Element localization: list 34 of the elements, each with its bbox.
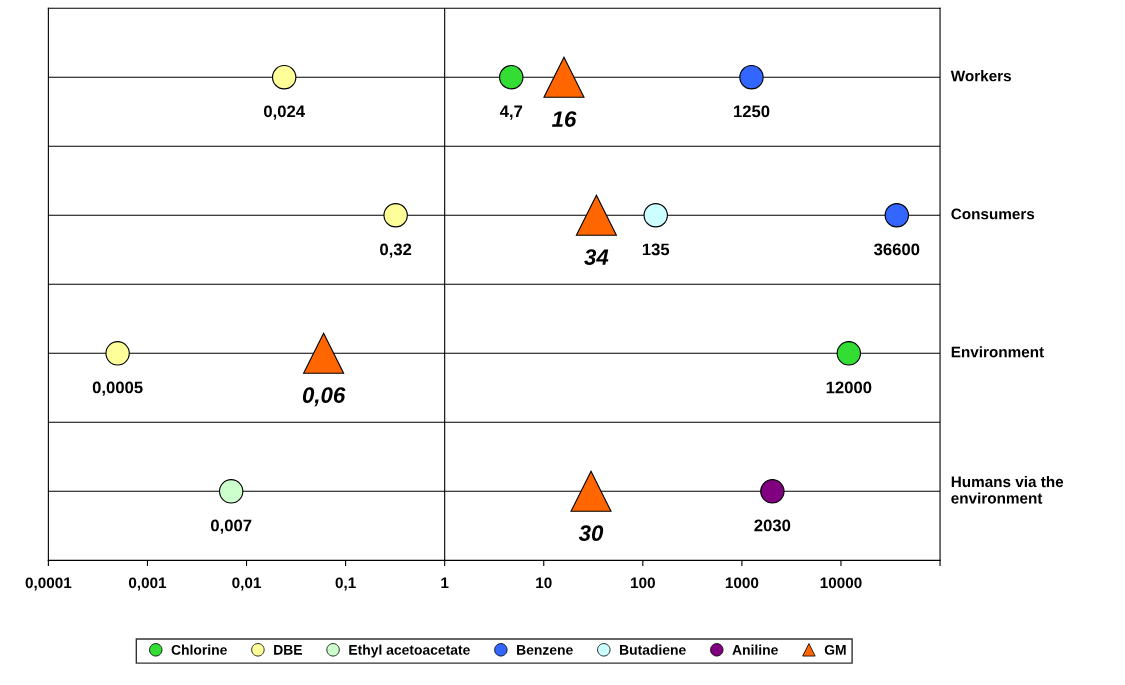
data-label: 2030	[754, 519, 791, 532]
legend-label: DBE	[274, 645, 302, 655]
data-label: 0,06	[302, 387, 346, 407]
x-tick-label: 0,0001	[25, 577, 72, 591]
legend-label: Chlorine	[171, 644, 227, 655]
legend-label: Aniline	[732, 644, 778, 655]
legend-label: Ethyl acetoacetate	[349, 644, 470, 658]
data-label: 135	[642, 243, 670, 256]
legend-label: Butadiene	[620, 644, 686, 655]
y-tick-label: Environment	[951, 346, 1044, 358]
data-label: 34	[584, 249, 609, 265]
data-label: 0,32	[380, 243, 412, 258]
y-tick-label: Humans via the environment	[951, 475, 1064, 504]
data-label: 0,0005	[92, 381, 143, 396]
data-label: 12000	[826, 381, 872, 394]
data-label: 0,024	[264, 105, 305, 120]
legend-label: Benzene	[517, 645, 573, 655]
y-tick-label: Consumers	[951, 208, 1035, 220]
data-label: 36600	[874, 243, 920, 256]
x-tick-label: 0,1	[335, 577, 356, 591]
data-label: 0,007	[210, 519, 252, 534]
x-tick-label: 0,01	[232, 577, 261, 591]
data-label: 4,7	[499, 105, 523, 120]
x-tick-label: 100	[631, 577, 655, 589]
data-label: 16	[551, 111, 577, 127]
x-tick-label: 0,001	[128, 577, 167, 591]
y-tick-label: Workers	[950, 70, 1011, 82]
data-label: 1250	[734, 105, 770, 118]
legend-label: GM	[824, 644, 846, 655]
x-tick-label: 1000	[725, 577, 759, 589]
x-tick-label: 10000	[820, 577, 862, 589]
x-tick-label: 10	[536, 577, 552, 589]
x-tick-label: 1	[441, 577, 449, 589]
data-label: 30	[578, 525, 604, 541]
